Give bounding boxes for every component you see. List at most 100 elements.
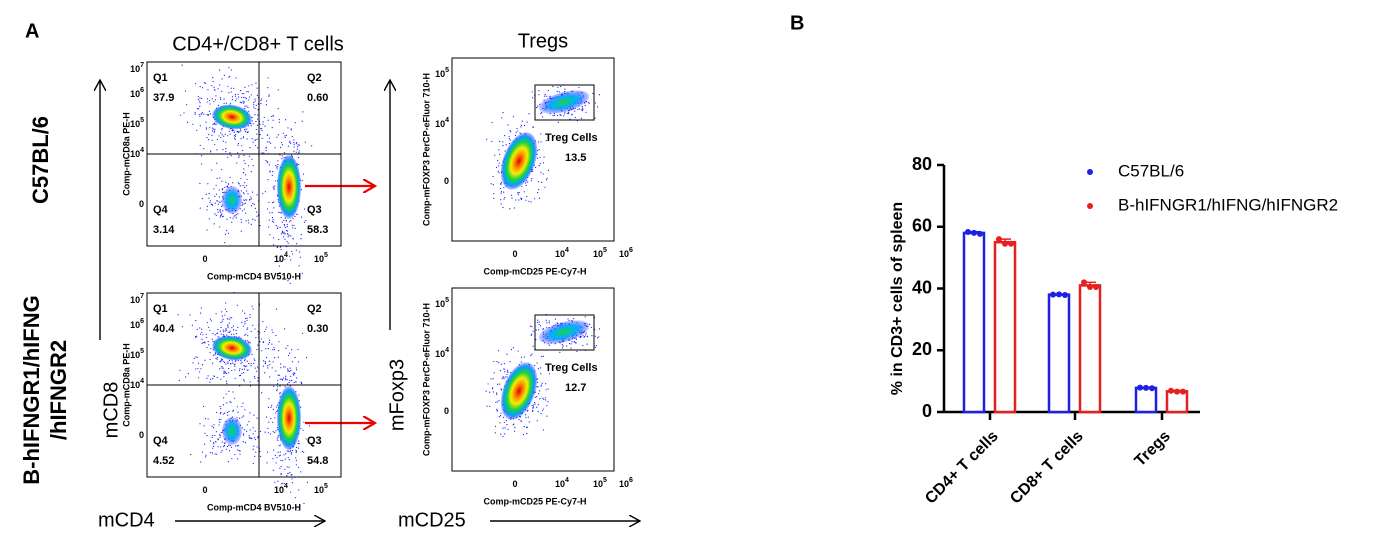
event-dot	[296, 377, 298, 379]
event-dot	[273, 221, 275, 223]
data-point	[1002, 240, 1008, 247]
event-dot	[221, 129, 223, 131]
event-dot	[286, 240, 288, 243]
quadrant-name: Q4	[153, 204, 169, 216]
event-dot	[276, 246, 278, 248]
tick-base: 10	[435, 69, 445, 79]
event-dot	[256, 446, 258, 448]
event-dot	[552, 85, 554, 88]
event-dot	[585, 111, 587, 113]
event-dot	[238, 369, 241, 372]
event-dot	[223, 376, 225, 378]
event-dot	[525, 199, 527, 201]
event-dot	[531, 91, 533, 93]
event-dot	[244, 97, 246, 99]
event-dot	[218, 419, 220, 421]
event-dot	[218, 424, 220, 426]
event-dot	[272, 349, 274, 351]
event-dot	[222, 333, 225, 336]
event-dot	[223, 372, 225, 374]
event-dot	[235, 214, 238, 216]
event-dot	[247, 219, 249, 221]
event-dot	[498, 415, 500, 418]
plot-xlabel: Comp-mCD4 BV510-H	[207, 502, 301, 512]
event-dot	[192, 123, 194, 125]
event-dot	[595, 345, 597, 347]
event-dot	[261, 350, 263, 352]
event-dot	[244, 366, 247, 368]
event-dot	[500, 183, 502, 185]
quadrant-value: 0.60	[307, 92, 328, 104]
tick-label: 0	[202, 485, 207, 495]
event-dot	[536, 406, 538, 408]
event-dot	[280, 483, 283, 485]
event-dot	[229, 176, 231, 178]
event-dot	[244, 174, 247, 176]
event-dot	[264, 360, 266, 363]
event-dot	[242, 433, 245, 435]
event-dot	[220, 98, 222, 100]
event-dot	[297, 443, 299, 445]
event-dot	[236, 162, 238, 164]
data-point	[1174, 388, 1180, 395]
event-dot	[275, 412, 277, 414]
tick-base: 10	[555, 479, 565, 489]
event-dot	[522, 433, 525, 436]
density	[500, 132, 538, 190]
tick-base: 10	[130, 380, 140, 390]
event-dot	[253, 101, 255, 104]
tick-exp: 5	[603, 477, 607, 484]
event-dot	[295, 449, 297, 451]
event-dot	[232, 182, 234, 184]
event-dot	[196, 108, 199, 110]
event-dot	[211, 452, 214, 454]
event-dot	[274, 417, 276, 419]
event-dot	[300, 189, 302, 191]
event-dot	[249, 381, 251, 383]
event-dot	[286, 450, 288, 452]
event-dot	[295, 446, 298, 449]
event-dot	[289, 255, 291, 257]
event-dot	[214, 202, 216, 204]
event-dot	[234, 100, 237, 102]
event-dot	[246, 178, 248, 181]
event-dot	[197, 367, 199, 370]
event-dot	[271, 343, 273, 345]
tick-label: 106	[130, 318, 144, 331]
event-dot	[199, 144, 201, 147]
event-dot	[261, 137, 263, 139]
legend-label: C57BL/6	[1118, 161, 1184, 180]
event-dot	[217, 208, 219, 211]
tick-text: 0	[139, 430, 144, 440]
event-dot	[502, 145, 504, 147]
event-dot	[301, 382, 303, 385]
event-dot	[257, 114, 259, 116]
event-dot	[277, 386, 279, 388]
event-dot	[270, 406, 272, 408]
event-dot	[586, 335, 588, 337]
event-dot	[195, 356, 197, 358]
event-dot	[302, 429, 304, 431]
event-dot	[219, 201, 221, 203]
event-dot	[285, 245, 288, 248]
event-dot	[290, 375, 292, 377]
event-dot	[251, 353, 253, 356]
event-dot	[293, 141, 295, 144]
event-dot	[272, 469, 274, 471]
event-dot	[523, 191, 525, 193]
tick-label: 0	[444, 176, 449, 186]
event-dot	[496, 392, 498, 394]
event-dot	[214, 213, 216, 215]
event-dot	[210, 150, 212, 152]
event-dot	[266, 208, 269, 210]
event-dot	[271, 212, 273, 214]
event-dot	[496, 361, 498, 363]
event-dot	[299, 256, 301, 258]
event-dot	[535, 339, 537, 341]
tick-exp: 4	[565, 247, 569, 254]
event-dot	[512, 347, 515, 349]
event-dot	[238, 155, 240, 157]
quadrant-value: 54.8	[307, 455, 328, 467]
event-dot	[287, 369, 289, 371]
event-dot	[207, 89, 209, 91]
